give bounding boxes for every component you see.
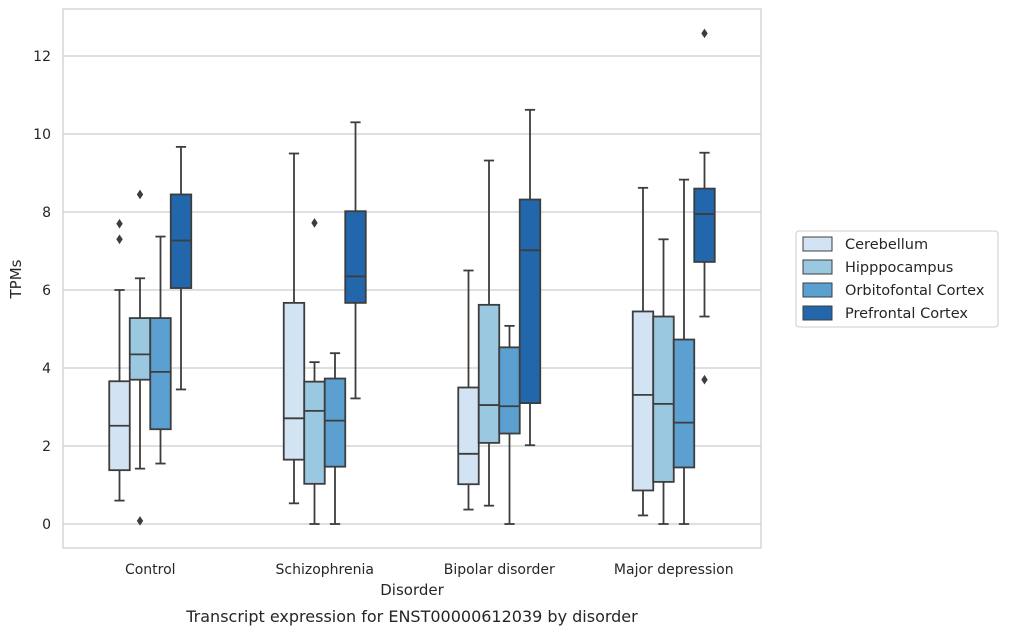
box-2-0 — [457, 269, 480, 511]
outlier-point — [136, 516, 144, 526]
legend-swatch — [802, 259, 833, 275]
outlier-point — [116, 234, 123, 245]
box-0-0 — [108, 218, 131, 502]
chart-caption: Transcript expression for ENST0000061203… — [185, 607, 638, 626]
x-axis-ticks: Control Schizophrenia Bipolar disorder Majo… — [125, 562, 734, 578]
legend-label: Orbitofontal Cortex — [845, 283, 985, 299]
y-axis-label: TPMs — [7, 259, 25, 299]
box-body — [344, 210, 367, 304]
box-2-3 — [518, 108, 542, 447]
box-body — [631, 310, 655, 492]
box-2-1 — [477, 159, 501, 507]
y-tick-label: 12 — [33, 49, 51, 65]
box-0-2 — [149, 235, 172, 465]
x-tick-label: Major depression — [614, 562, 734, 578]
box-body — [518, 198, 542, 405]
box-body — [498, 346, 521, 435]
box-body — [323, 377, 347, 468]
legend-swatch — [802, 305, 833, 321]
legend-swatch — [802, 282, 833, 298]
box-0-1 — [128, 189, 152, 526]
box-body — [693, 187, 716, 263]
box-1-2 — [323, 352, 347, 525]
outlier-point — [136, 189, 144, 200]
box-body — [303, 380, 326, 485]
box-1-1 — [303, 218, 326, 525]
y-tick-label: 8 — [42, 205, 51, 221]
y-tick-label: 6 — [42, 283, 51, 299]
y-tick-label: 10 — [33, 127, 51, 143]
outlier-point — [701, 28, 708, 39]
x-tick-label: Bipolar disorder — [444, 562, 555, 578]
box-body — [457, 386, 480, 486]
boxes — [108, 28, 716, 526]
outlier-point — [701, 374, 708, 385]
x-tick-label: Schizophrenia — [276, 562, 374, 578]
box-3-2 — [672, 178, 696, 525]
box-body — [672, 338, 696, 469]
box-body — [149, 317, 172, 431]
y-tick-label: 0 — [42, 517, 51, 533]
box-body — [477, 303, 501, 444]
x-tick-label: Control — [125, 562, 176, 578]
outlier-point — [116, 218, 123, 229]
x-axis-label: Disorder — [380, 581, 444, 599]
box-body — [652, 315, 675, 483]
legend-items: Cerebellum Hipppocampus Orbitofontal Corte… — [802, 236, 985, 322]
legend-label: Cerebellum — [845, 237, 928, 253]
y-tick-label: 4 — [42, 361, 51, 377]
box-body — [282, 301, 306, 461]
legend: Cerebellum Hipppocampus Orbitofontal Corte… — [795, 230, 999, 328]
legend-frame — [795, 230, 999, 328]
box-1-3 — [344, 121, 367, 400]
legend-label: Hipppocampus — [845, 260, 953, 276]
box-0-3 — [169, 145, 193, 391]
box-3-3 — [693, 28, 716, 385]
box-body — [128, 317, 152, 381]
y-axis-ticks: 0 2 4 6 8 10 12 — [33, 49, 51, 533]
y-tick-label: 2 — [42, 439, 51, 455]
legend-swatch — [802, 236, 833, 252]
outlier-point — [311, 218, 318, 228]
legend-label: Prefrontal Cortex — [845, 306, 968, 322]
